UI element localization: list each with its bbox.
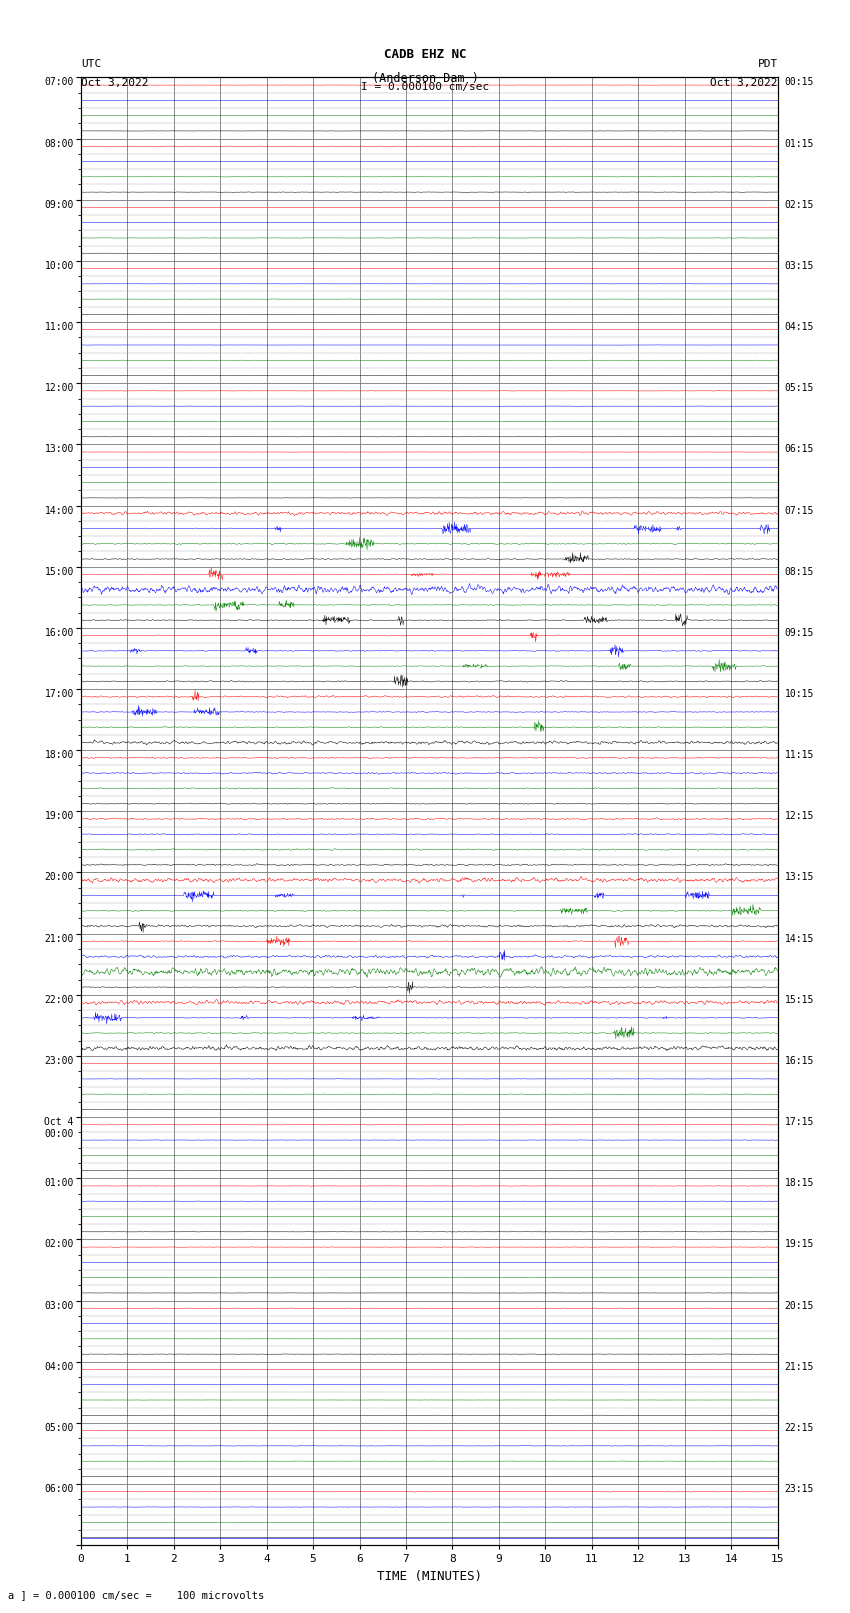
Text: 21:00: 21:00 (44, 934, 74, 944)
Text: 14:15: 14:15 (785, 934, 814, 944)
Text: 18:00: 18:00 (44, 750, 74, 760)
Text: a ] = 0.000100 cm/sec =    100 microvolts: a ] = 0.000100 cm/sec = 100 microvolts (8, 1590, 264, 1600)
Text: 06:00: 06:00 (44, 1484, 74, 1494)
Text: CADB EHZ NC: CADB EHZ NC (383, 48, 467, 61)
Text: 16:15: 16:15 (785, 1057, 814, 1066)
Text: 20:00: 20:00 (44, 873, 74, 882)
Text: 19:00: 19:00 (44, 811, 74, 821)
Text: 12:00: 12:00 (44, 384, 74, 394)
Text: 23:15: 23:15 (785, 1484, 814, 1494)
Text: 04:00: 04:00 (44, 1361, 74, 1371)
Text: 00:15: 00:15 (785, 77, 814, 87)
Text: 14:00: 14:00 (44, 505, 74, 516)
Text: 01:00: 01:00 (44, 1177, 74, 1189)
Text: 20:15: 20:15 (785, 1300, 814, 1311)
Text: 15:15: 15:15 (785, 995, 814, 1005)
Text: 08:15: 08:15 (785, 566, 814, 577)
Text: I = 0.000100 cm/sec: I = 0.000100 cm/sec (361, 82, 489, 92)
Text: Oct 3,2022: Oct 3,2022 (711, 77, 778, 89)
Text: 02:15: 02:15 (785, 200, 814, 210)
Text: 06:15: 06:15 (785, 444, 814, 455)
Text: 11:15: 11:15 (785, 750, 814, 760)
Text: 23:00: 23:00 (44, 1057, 74, 1066)
Text: 12:15: 12:15 (785, 811, 814, 821)
X-axis label: TIME (MINUTES): TIME (MINUTES) (377, 1569, 482, 1582)
Text: 03:00: 03:00 (44, 1300, 74, 1311)
Text: 09:15: 09:15 (785, 627, 814, 637)
Text: 05:00: 05:00 (44, 1423, 74, 1432)
Text: 07:15: 07:15 (785, 505, 814, 516)
Text: UTC: UTC (81, 58, 101, 69)
Text: 05:15: 05:15 (785, 384, 814, 394)
Text: Oct 4
00:00: Oct 4 00:00 (44, 1118, 74, 1139)
Text: 17:00: 17:00 (44, 689, 74, 698)
Text: 10:15: 10:15 (785, 689, 814, 698)
Text: 08:00: 08:00 (44, 139, 74, 148)
Text: 13:15: 13:15 (785, 873, 814, 882)
Text: (Anderson Dam ): (Anderson Dam ) (371, 71, 479, 85)
Text: 07:00: 07:00 (44, 77, 74, 87)
Text: 09:00: 09:00 (44, 200, 74, 210)
Text: 18:15: 18:15 (785, 1177, 814, 1189)
Text: 22:15: 22:15 (785, 1423, 814, 1432)
Text: 01:15: 01:15 (785, 139, 814, 148)
Text: 04:15: 04:15 (785, 323, 814, 332)
Text: 13:00: 13:00 (44, 444, 74, 455)
Text: 02:00: 02:00 (44, 1239, 74, 1250)
Text: 19:15: 19:15 (785, 1239, 814, 1250)
Text: 10:00: 10:00 (44, 261, 74, 271)
Text: 17:15: 17:15 (785, 1118, 814, 1127)
Text: 22:00: 22:00 (44, 995, 74, 1005)
Text: 03:15: 03:15 (785, 261, 814, 271)
Text: Oct 3,2022: Oct 3,2022 (81, 77, 148, 89)
Text: 21:15: 21:15 (785, 1361, 814, 1371)
Text: 16:00: 16:00 (44, 627, 74, 637)
Text: 15:00: 15:00 (44, 566, 74, 577)
Text: PDT: PDT (757, 58, 778, 69)
Text: 11:00: 11:00 (44, 323, 74, 332)
